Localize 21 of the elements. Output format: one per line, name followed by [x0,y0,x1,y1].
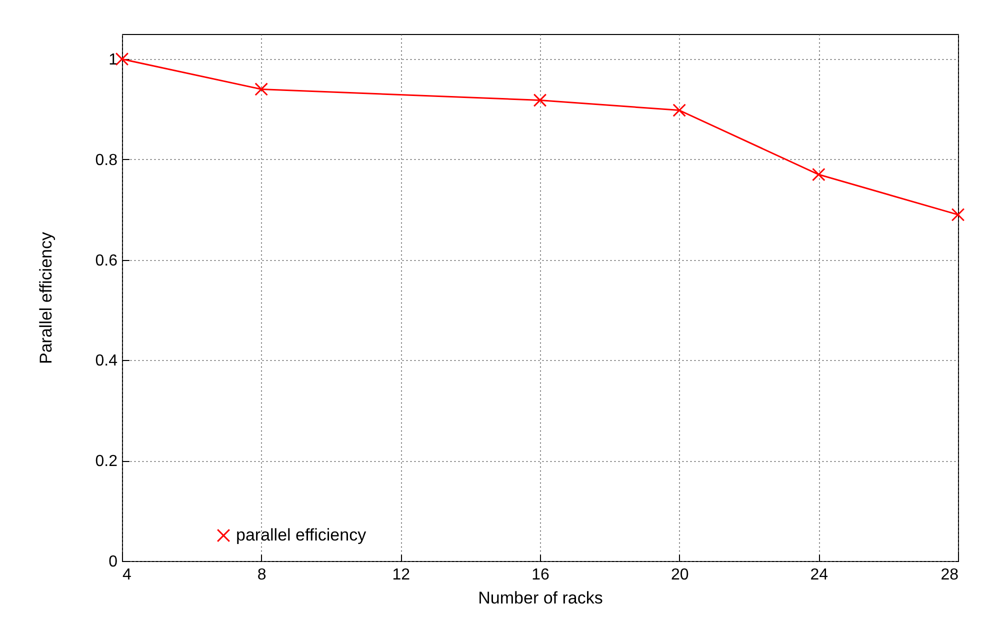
x-tick-label: 8 [257,566,266,584]
x-tick-label: 12 [392,566,410,584]
x-tick-label: 16 [532,566,550,584]
legend-label: parallel efficiency [236,526,367,544]
y-axis-title: Parallel efficiency [36,232,56,364]
x-axis-title: Number of racks [478,588,603,608]
y-tick-label: 0.6 [95,252,118,270]
y-tick-label: 1 [108,52,118,69]
point [812,168,826,182]
point [672,104,686,117]
y-tick-label: 0.2 [95,453,118,470]
point [951,208,965,222]
x-tick-label: 24 [810,566,828,584]
x-tick-label: 28 [940,566,959,584]
point [254,82,268,96]
x-tick-label: 4 [122,566,132,584]
y-tick-label: 0.4 [95,352,118,370]
y-tick-label: 0.8 [95,152,118,169]
point [533,94,547,107]
x-tick-label: 20 [670,566,689,584]
y-tick-label: 0 [108,554,118,570]
